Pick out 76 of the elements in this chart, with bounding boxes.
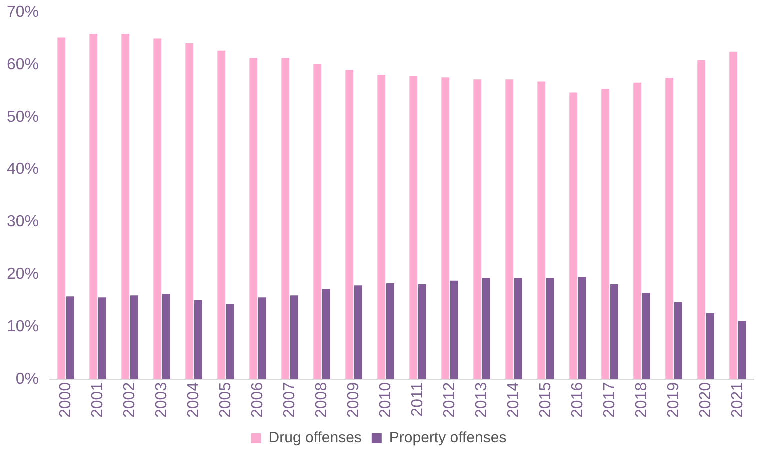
bar [674,302,682,380]
bar [602,89,610,380]
bar [506,80,514,380]
x-tick-label: 2021 [729,382,746,418]
bar [410,76,418,380]
x-tick-label: 2008 [313,382,330,418]
x-tick-label: 2018 [633,382,650,418]
x-tick-label: 2003 [153,382,170,418]
x-tick-label: 2020 [697,382,714,418]
bar [442,78,450,380]
bar [570,92,578,380]
bar [186,44,194,380]
bar [474,80,482,380]
bar [162,294,170,380]
bar [698,60,706,380]
legend-label: Property offenses [389,430,507,447]
bar [346,70,354,380]
bar [282,58,290,380]
bar [130,296,138,380]
bar [90,34,98,380]
bar [666,78,674,380]
bar [514,278,522,380]
x-tick-label: 2006 [249,382,266,418]
bar [122,34,130,380]
bar [354,286,362,380]
y-tick-label: 20% [6,266,40,284]
bar [98,298,106,380]
bar [290,296,298,380]
bar [482,278,490,380]
bar [194,300,202,380]
x-tick-label: 2000 [57,382,74,418]
bar [250,58,258,380]
y-tick-label: 10% [6,318,40,336]
x-tick-label: 2001 [89,382,106,418]
x-tick-label: 2010 [377,382,394,418]
x-tick-label: 2007 [281,382,298,418]
bar [578,277,586,380]
bar [450,280,458,380]
x-tick-label: 2012 [441,382,458,418]
bar [314,64,322,380]
y-tick-label: 70% [6,4,40,22]
y-tick-label: 0% [16,370,40,388]
x-tick-label: 2002 [121,382,138,418]
bar [154,38,162,380]
y-tick-label: 60% [6,56,40,74]
y-tick-label: 50% [6,108,40,126]
bar [610,284,618,380]
bar [378,74,386,380]
bar [730,52,738,380]
x-tick-label: 2005 [217,382,234,418]
bar [538,82,546,380]
x-tick-label: 2013 [473,382,490,418]
x-tick-label: 2004 [185,382,202,418]
bar [546,278,554,380]
x-tick-label: 2011 [409,382,426,417]
x-tick-label: 2019 [665,382,682,418]
bar [218,50,226,380]
bar [66,296,74,380]
legend-label: Drug offenses [268,430,362,447]
bar [706,313,714,380]
y-tick-label: 40% [6,161,40,178]
bar [58,38,66,380]
bar [226,304,234,380]
x-tick-label: 2017 [601,382,618,418]
bar [386,284,394,380]
bar [642,292,650,380]
x-tick-label: 2016 [569,382,586,418]
bar [418,284,426,380]
bar [738,321,746,380]
bar [258,298,266,380]
x-tick-label: 2015 [537,382,554,418]
x-tick-label: 2009 [345,382,362,418]
bar [634,82,642,380]
y-tick-label: 30% [6,214,40,231]
x-tick-label: 2014 [505,382,522,418]
bar [322,289,330,380]
